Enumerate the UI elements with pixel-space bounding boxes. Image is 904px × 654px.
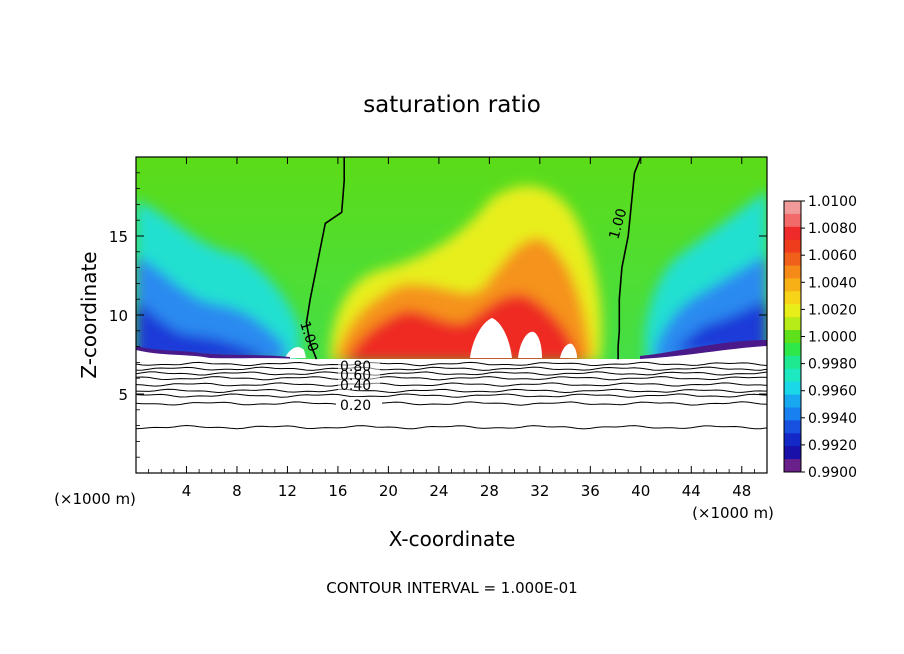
x-tick-label: 44: [682, 482, 701, 500]
y-tick-label: 15: [109, 228, 128, 246]
contour-line: [136, 361, 767, 367]
colorbar-swatch: [784, 368, 801, 383]
contour-line: [136, 366, 767, 371]
white-blob-3: [560, 343, 577, 358]
colorbar-tick-label: 1.0040: [808, 275, 857, 291]
colorbar-swatch: [784, 381, 801, 395]
plot-area: [136, 157, 767, 473]
x-tick-label: 20: [379, 482, 398, 500]
y-tick-label: 10: [109, 307, 128, 325]
white-blob-2: [518, 331, 542, 358]
y-axis-label: Z-coordinate: [77, 251, 101, 378]
left-deep-blue-region: [136, 300, 265, 362]
colorbar-tick-label: 1.0000: [808, 330, 857, 346]
x-tick-label: 36: [581, 482, 600, 500]
contour-label-0.20: 0.20: [340, 398, 371, 414]
contour-line: [136, 382, 767, 387]
contour-1.00-left: [305, 157, 345, 360]
colorbar-swatch: [784, 355, 801, 370]
contour-label-0.60: 0.60: [340, 368, 371, 384]
x-tick-label: 24: [429, 482, 448, 500]
colorbar: 1.0100 1.0080 1.0060 1.0040 1.0020 1.0000 0.99…: [783, 194, 857, 481]
colorbar-tick-label: 0.9980: [808, 357, 857, 373]
colorbar-swatch: [784, 252, 801, 266]
colorbar-swatch: [784, 433, 801, 447]
colorbar-swatch: [784, 291, 801, 305]
colorbar-swatch: [784, 317, 801, 331]
contour-interval-note: CONTOUR INTERVAL = 1.000E-01: [326, 579, 577, 597]
contour-1.00-right: [617, 157, 642, 360]
chart-title: saturation ratio: [363, 92, 541, 118]
contour-line: [136, 401, 767, 406]
x-unit-left: (×1000 m): [54, 490, 136, 508]
contour-line: [136, 393, 767, 398]
colorbar-swatch: [784, 201, 801, 215]
contour-lines: [136, 361, 767, 430]
x-axis: 4 8 12 16 20 24 28 32 36 40 44 48: [148, 157, 755, 500]
colorbar-tick-label: 1.0080: [808, 221, 857, 237]
colorbar-swatch: [784, 226, 801, 241]
lower-white-region: [136, 346, 767, 473]
contour-line: [136, 388, 767, 394]
colorbar-swatch: [784, 407, 801, 421]
colorbar-tick-label: 0.9920: [808, 438, 857, 454]
contour-line: [136, 376, 767, 381]
colorbar-swatch: [784, 278, 801, 292]
white-blob-4: [285, 347, 306, 358]
right-deep-blue-region: [675, 300, 767, 352]
x-tick-label: 28: [480, 482, 499, 500]
contour-line: [136, 424, 767, 430]
y-axis: 5 10 15: [109, 172, 767, 458]
colorbar-tick-label: 0.9940: [808, 411, 857, 427]
colorbar-tick-label: 1.0020: [808, 302, 857, 318]
y-tick-label: 5: [118, 386, 128, 404]
contour-label-mask-2: [336, 397, 382, 412]
colorbar-swatch: [784, 394, 801, 408]
colorbar-swatch: [784, 342, 801, 357]
colorbar-swatch: [784, 446, 801, 460]
colorbar-swatch: [784, 239, 801, 254]
x-tick-label: 32: [530, 482, 549, 500]
x-axis-label: X-coordinate: [389, 527, 516, 551]
contour-line: [136, 371, 767, 376]
saturation-field: [136, 185, 767, 362]
colorbar-tick-label: 1.0060: [808, 248, 857, 264]
colorbar-swatch: [784, 330, 801, 344]
x-tick-label: 48: [732, 482, 751, 500]
x-tick-label: 16: [328, 482, 347, 500]
colorbar-swatch: [784, 213, 801, 228]
x-tick-label: 4: [182, 482, 192, 500]
colorbar-tick-label: 0.9900: [808, 465, 857, 481]
contour-label-0.40: 0.40: [340, 378, 371, 394]
white-blob-1: [470, 318, 512, 358]
colorbar-swatch: [784, 304, 801, 318]
colorbar-tick-label: 1.0100: [808, 194, 857, 210]
x-tick-label: 12: [278, 482, 297, 500]
x-unit-right: (×1000 m): [692, 504, 774, 522]
contour-label-mask: [338, 360, 380, 390]
colorbar-swatch: [784, 420, 801, 434]
contour-label-0.80: 0.80: [340, 359, 371, 375]
colorbar-swatch: [784, 265, 801, 279]
colorbar-swatch: [784, 459, 801, 473]
x-tick-label: 8: [232, 482, 242, 500]
x-tick-label: 40: [631, 482, 650, 500]
colorbar-tick-label: 0.9960: [808, 384, 857, 400]
